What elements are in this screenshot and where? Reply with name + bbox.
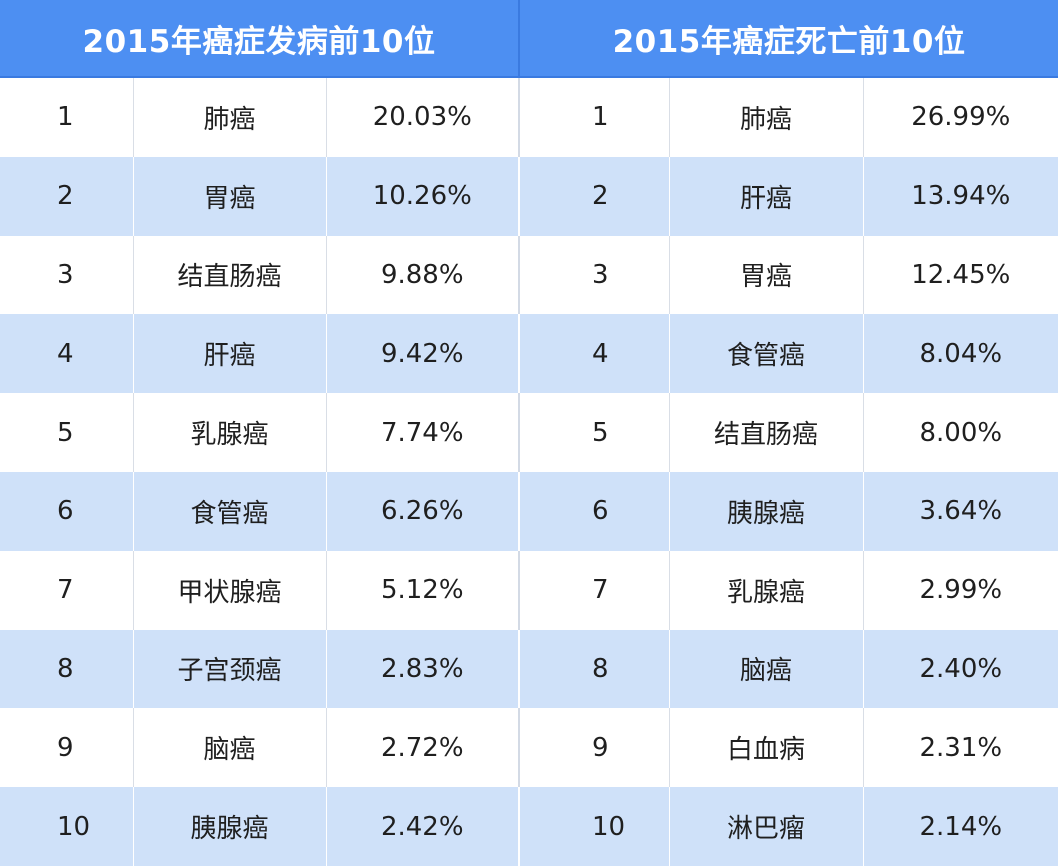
- mortality-rank: 9: [519, 708, 670, 788]
- incidence-percentage: 10.26%: [326, 156, 521, 236]
- mortality-percentage: 3.64%: [863, 471, 1058, 551]
- incidence-percentage: 9.42%: [326, 314, 521, 394]
- mortality-rank: 10: [519, 787, 670, 866]
- table-row: 5 乳腺癌 7.74% 5 结直肠癌 8.00%: [0, 393, 1058, 472]
- mortality-cancer-name: 胃癌: [669, 235, 864, 315]
- incidence-cancer-name: 乳腺癌: [133, 393, 327, 472]
- mortality-percentage: 2.14%: [863, 787, 1058, 866]
- incidence-percentage: 20.03%: [326, 77, 521, 157]
- incidence-percentage: 5.12%: [326, 550, 521, 630]
- incidence-rank: 6: [0, 471, 134, 551]
- incidence-cancer-name: 甲状腺癌: [133, 550, 327, 630]
- mortality-percentage: 2.99%: [863, 550, 1058, 630]
- incidence-cancer-name: 肺癌: [133, 77, 327, 157]
- mortality-percentage: 8.04%: [863, 314, 1058, 394]
- mortality-rank: 5: [519, 393, 670, 472]
- mortality-rank: 7: [519, 550, 670, 630]
- table-row: 2 胃癌 10.26% 2 肝癌 13.94%: [0, 156, 1058, 236]
- incidence-header: 2015年癌症发病前10位: [0, 0, 521, 78]
- incidence-rank: 7: [0, 550, 134, 630]
- incidence-cancer-name: 胰腺癌: [133, 787, 327, 866]
- incidence-percentage: 6.26%: [326, 471, 521, 551]
- mortality-cancer-name: 淋巴瘤: [669, 787, 864, 866]
- mortality-cancer-name: 白血病: [669, 708, 864, 788]
- table-row: 4 肝癌 9.42% 4 食管癌 8.04%: [0, 314, 1058, 394]
- incidence-rank: 5: [0, 393, 134, 472]
- mortality-percentage: 13.94%: [863, 156, 1058, 236]
- mortality-percentage: 8.00%: [863, 393, 1058, 472]
- mortality-percentage: 2.40%: [863, 629, 1058, 709]
- table-header: 2015年癌症发病前10位 2015年癌症死亡前10位: [0, 0, 1058, 78]
- incidence-percentage: 9.88%: [326, 235, 521, 315]
- incidence-rank: 2: [0, 156, 134, 236]
- mortality-rank: 2: [519, 156, 670, 236]
- mortality-cancer-name: 脑癌: [669, 629, 864, 709]
- mortality-header: 2015年癌症死亡前10位: [519, 0, 1058, 78]
- mortality-percentage: 26.99%: [863, 77, 1058, 157]
- mortality-cancer-name: 结直肠癌: [669, 393, 864, 472]
- mortality-rank: 4: [519, 314, 670, 394]
- table-body: 1 肺癌 20.03% 1 肺癌 26.99% 2 胃癌 10.26% 2 肝癌…: [0, 77, 1058, 866]
- table-row: 9 脑癌 2.72% 9 白血病 2.31%: [0, 708, 1058, 788]
- mortality-cancer-name: 胰腺癌: [669, 471, 864, 551]
- incidence-percentage: 2.83%: [326, 629, 521, 709]
- incidence-cancer-name: 结直肠癌: [133, 235, 327, 315]
- mortality-cancer-name: 乳腺癌: [669, 550, 864, 630]
- incidence-rank: 1: [0, 77, 134, 157]
- incidence-cancer-name: 脑癌: [133, 708, 327, 788]
- table-row: 7 甲状腺癌 5.12% 7 乳腺癌 2.99%: [0, 550, 1058, 630]
- mortality-cancer-name: 食管癌: [669, 314, 864, 394]
- incidence-percentage: 2.42%: [326, 787, 521, 866]
- table-row: 8 子宫颈癌 2.83% 8 脑癌 2.40%: [0, 629, 1058, 709]
- incidence-percentage: 2.72%: [326, 708, 521, 788]
- incidence-cancer-name: 食管癌: [133, 471, 327, 551]
- incidence-cancer-name: 肝癌: [133, 314, 327, 394]
- table-row: 10 胰腺癌 2.42% 10 淋巴瘤 2.14%: [0, 787, 1058, 866]
- mortality-cancer-name: 肝癌: [669, 156, 864, 236]
- incidence-percentage: 7.74%: [326, 393, 521, 472]
- mortality-rank: 6: [519, 471, 670, 551]
- mortality-percentage: 2.31%: [863, 708, 1058, 788]
- incidence-rank: 10: [0, 787, 134, 866]
- mortality-rank: 1: [519, 77, 670, 157]
- incidence-rank: 9: [0, 708, 134, 788]
- incidence-cancer-name: 子宫颈癌: [133, 629, 327, 709]
- table-row: 1 肺癌 20.03% 1 肺癌 26.99%: [0, 77, 1058, 157]
- table-row: 3 结直肠癌 9.88% 3 胃癌 12.45%: [0, 235, 1058, 315]
- header-row: 2015年癌症发病前10位 2015年癌症死亡前10位: [0, 0, 1058, 78]
- incidence-rank: 8: [0, 629, 134, 709]
- mortality-rank: 3: [519, 235, 670, 315]
- mortality-percentage: 12.45%: [863, 235, 1058, 315]
- mortality-cancer-name: 肺癌: [669, 77, 864, 157]
- table-row: 6 食管癌 6.26% 6 胰腺癌 3.64%: [0, 471, 1058, 551]
- incidence-rank: 4: [0, 314, 134, 394]
- incidence-rank: 3: [0, 235, 134, 315]
- mortality-rank: 8: [519, 629, 670, 709]
- incidence-cancer-name: 胃癌: [133, 156, 327, 236]
